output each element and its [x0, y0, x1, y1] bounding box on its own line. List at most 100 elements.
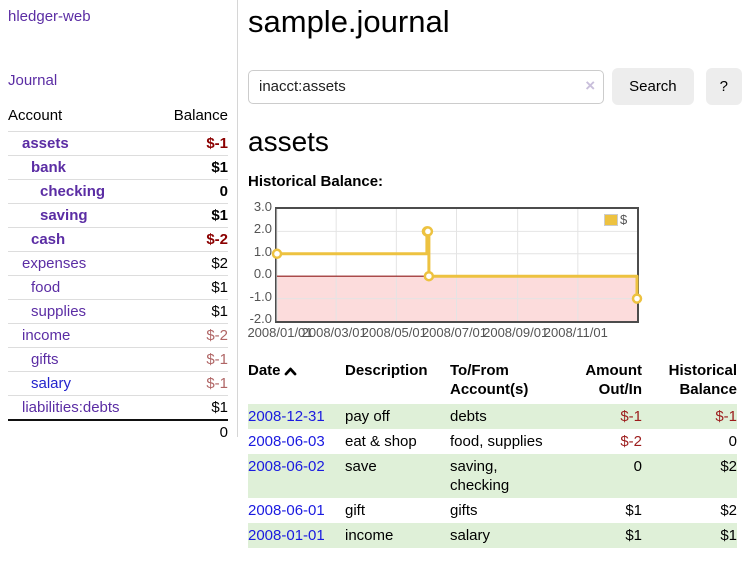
register-date-link[interactable]: 2008-06-01 [248, 502, 325, 519]
accounts-total-spacer [8, 419, 157, 444]
sidebar-account-balance: $-2 [156, 323, 228, 348]
register-amount: $-1 [620, 408, 642, 425]
register-balance: $-1 [715, 408, 737, 425]
sidebar-account-balance: $-1 [156, 371, 228, 396]
register-date-link[interactable]: 2008-06-02 [248, 458, 325, 475]
accounts-table: Account Balance assets $-1 bank $1 check… [8, 105, 228, 444]
register-header-amount: Amount Out/In [585, 362, 642, 398]
sidebar-account-link[interactable]: cash [31, 231, 66, 248]
y-axis-tick-label: -1.0 [249, 288, 272, 304]
account-row: assets $-1 [8, 131, 228, 156]
accounts-total-row: 0 [8, 419, 228, 444]
y-axis-tick-label: 2.0 [253, 221, 272, 237]
register-row: 2008-06-03 eat & shop food, supplies $-2… [248, 429, 737, 454]
register-date-link[interactable]: 2008-12-31 [248, 408, 325, 425]
chevron-up-icon [284, 362, 297, 381]
register-description: save [345, 458, 377, 475]
page-title: sample.journal [248, 4, 450, 39]
register-header-accounts: To/From Account(s) [450, 362, 529, 398]
y-axis-tick-label: -2.0 [249, 311, 272, 326]
account-row: food $1 [8, 275, 228, 300]
sidebar-account-link[interactable]: saving [40, 207, 88, 224]
legend-swatch [604, 213, 618, 226]
search-button[interactable]: Search [612, 68, 694, 105]
x-axis-tick-label: 2008/11/01 [543, 325, 608, 340]
register-header-balance: Historical Balance [668, 362, 737, 398]
account-row: gifts $-1 [8, 347, 228, 372]
sidebar-item-journal[interactable]: Journal [8, 72, 58, 89]
account-row: saving $1 [8, 203, 228, 228]
register-accounts: food, supplies [450, 433, 543, 450]
register-accounts: salary [450, 527, 491, 544]
accounts-header-balance: Balance [173, 107, 228, 124]
chart-legend: $ [604, 212, 627, 227]
sidebar-account-link[interactable]: checking [40, 183, 106, 200]
x-axis-tick-label: 2008/05/01 [361, 325, 427, 340]
register-row: 2008-06-02 save saving, checking 0 $2 [248, 454, 737, 498]
x-axis-tick-label: 2008/01/01 [247, 325, 313, 340]
search-input[interactable] [248, 69, 605, 104]
register-accounts: debts [450, 408, 487, 425]
sidebar-account-link[interactable]: salary [31, 375, 72, 392]
x-axis-tick-label: 2008/07/01 [421, 325, 488, 340]
balance-line-series [271, 209, 643, 321]
register-balance: $2 [720, 458, 737, 475]
sidebar-account-link[interactable]: expenses [22, 255, 87, 272]
account-row: bank $1 [8, 155, 228, 180]
search-input-wrap: × [248, 69, 605, 104]
sidebar-account-balance: $1 [156, 395, 228, 420]
register-amount: $-2 [620, 433, 642, 450]
clear-search-icon[interactable]: × [585, 75, 596, 95]
register-description: pay off [345, 408, 390, 425]
register-row: 2008-12-31 pay off debts $-1 $-1 [248, 404, 737, 429]
register-table: Date Description To/From Account(s) Amou… [248, 359, 737, 548]
y-axis-tick-label: 0.0 [253, 266, 272, 282]
y-axis-tick-label: 3.0 [253, 199, 272, 214]
register-accounts: saving, checking [450, 458, 510, 494]
sidebar-account-link[interactable]: assets [22, 135, 69, 152]
register-amount: 0 [633, 458, 642, 475]
account-row: expenses $2 [8, 251, 228, 276]
sidebar-account-link[interactable]: income [22, 327, 71, 344]
register-date-link[interactable]: 2008-01-01 [248, 527, 325, 544]
register-description: income [345, 527, 394, 544]
sidebar-account-balance: $1 [156, 155, 228, 180]
accounts-total-balance: 0 [156, 419, 228, 444]
y-axis-tick-label: 1.0 [253, 243, 272, 259]
register-description: gift [345, 502, 366, 519]
sidebar-account-link[interactable]: gifts [31, 351, 59, 368]
sidebar-account-balance: $-1 [156, 131, 228, 156]
brand-link[interactable]: hledger-web [8, 8, 91, 25]
historical-balance-chart: $ 3.0 2.0 1.0 0.0 -1.0 -2.0 2008/01/01 2008/03/… [247, 199, 742, 341]
register-amount: $1 [625, 502, 642, 519]
register-date-link[interactable]: 2008-06-03 [248, 433, 325, 450]
account-row: supplies $1 [8, 299, 228, 324]
account-heading: assets [248, 126, 329, 157]
chart-title: Historical Balance: [248, 173, 384, 190]
account-row: checking 0 [8, 179, 228, 204]
sidebar-account-balance: $1 [156, 275, 228, 300]
account-row: income $-2 [8, 323, 228, 348]
register-row: 2008-06-01 gift gifts $1 $2 [248, 498, 737, 523]
account-row: liabilities:debts $1 [8, 395, 228, 420]
account-row: salary $-1 [8, 371, 228, 396]
register-header-row: Date Description To/From Account(s) Amou… [248, 359, 737, 404]
chart-plot-area [271, 207, 643, 323]
sidebar-account-balance: $2 [156, 251, 228, 276]
register-amount: $1 [625, 527, 642, 544]
sidebar-account-link[interactable]: supplies [31, 303, 87, 320]
register-header-date[interactable]: Date [248, 359, 345, 404]
accounts-header-account: Account [8, 107, 63, 124]
sidebar-account-balance: $1 [156, 299, 228, 324]
help-button[interactable]: ? [705, 68, 742, 105]
legend-label: $ [620, 212, 628, 227]
main-content: sample.journal × Search ? assets Histori… [247, 0, 742, 548]
sidebar-account-link[interactable]: liabilities:debts [22, 399, 120, 416]
sidebar-account-link[interactable]: food [31, 279, 61, 296]
account-row: cash $-2 [8, 227, 228, 252]
sidebar: hledger-web Journal Account Balance asse… [0, 0, 238, 444]
sidebar-account-link[interactable]: bank [31, 159, 67, 176]
search-form: × Search ? [248, 68, 742, 105]
sidebar-account-balance: $-1 [156, 347, 228, 372]
sidebar-account-balance: 0 [156, 179, 228, 204]
